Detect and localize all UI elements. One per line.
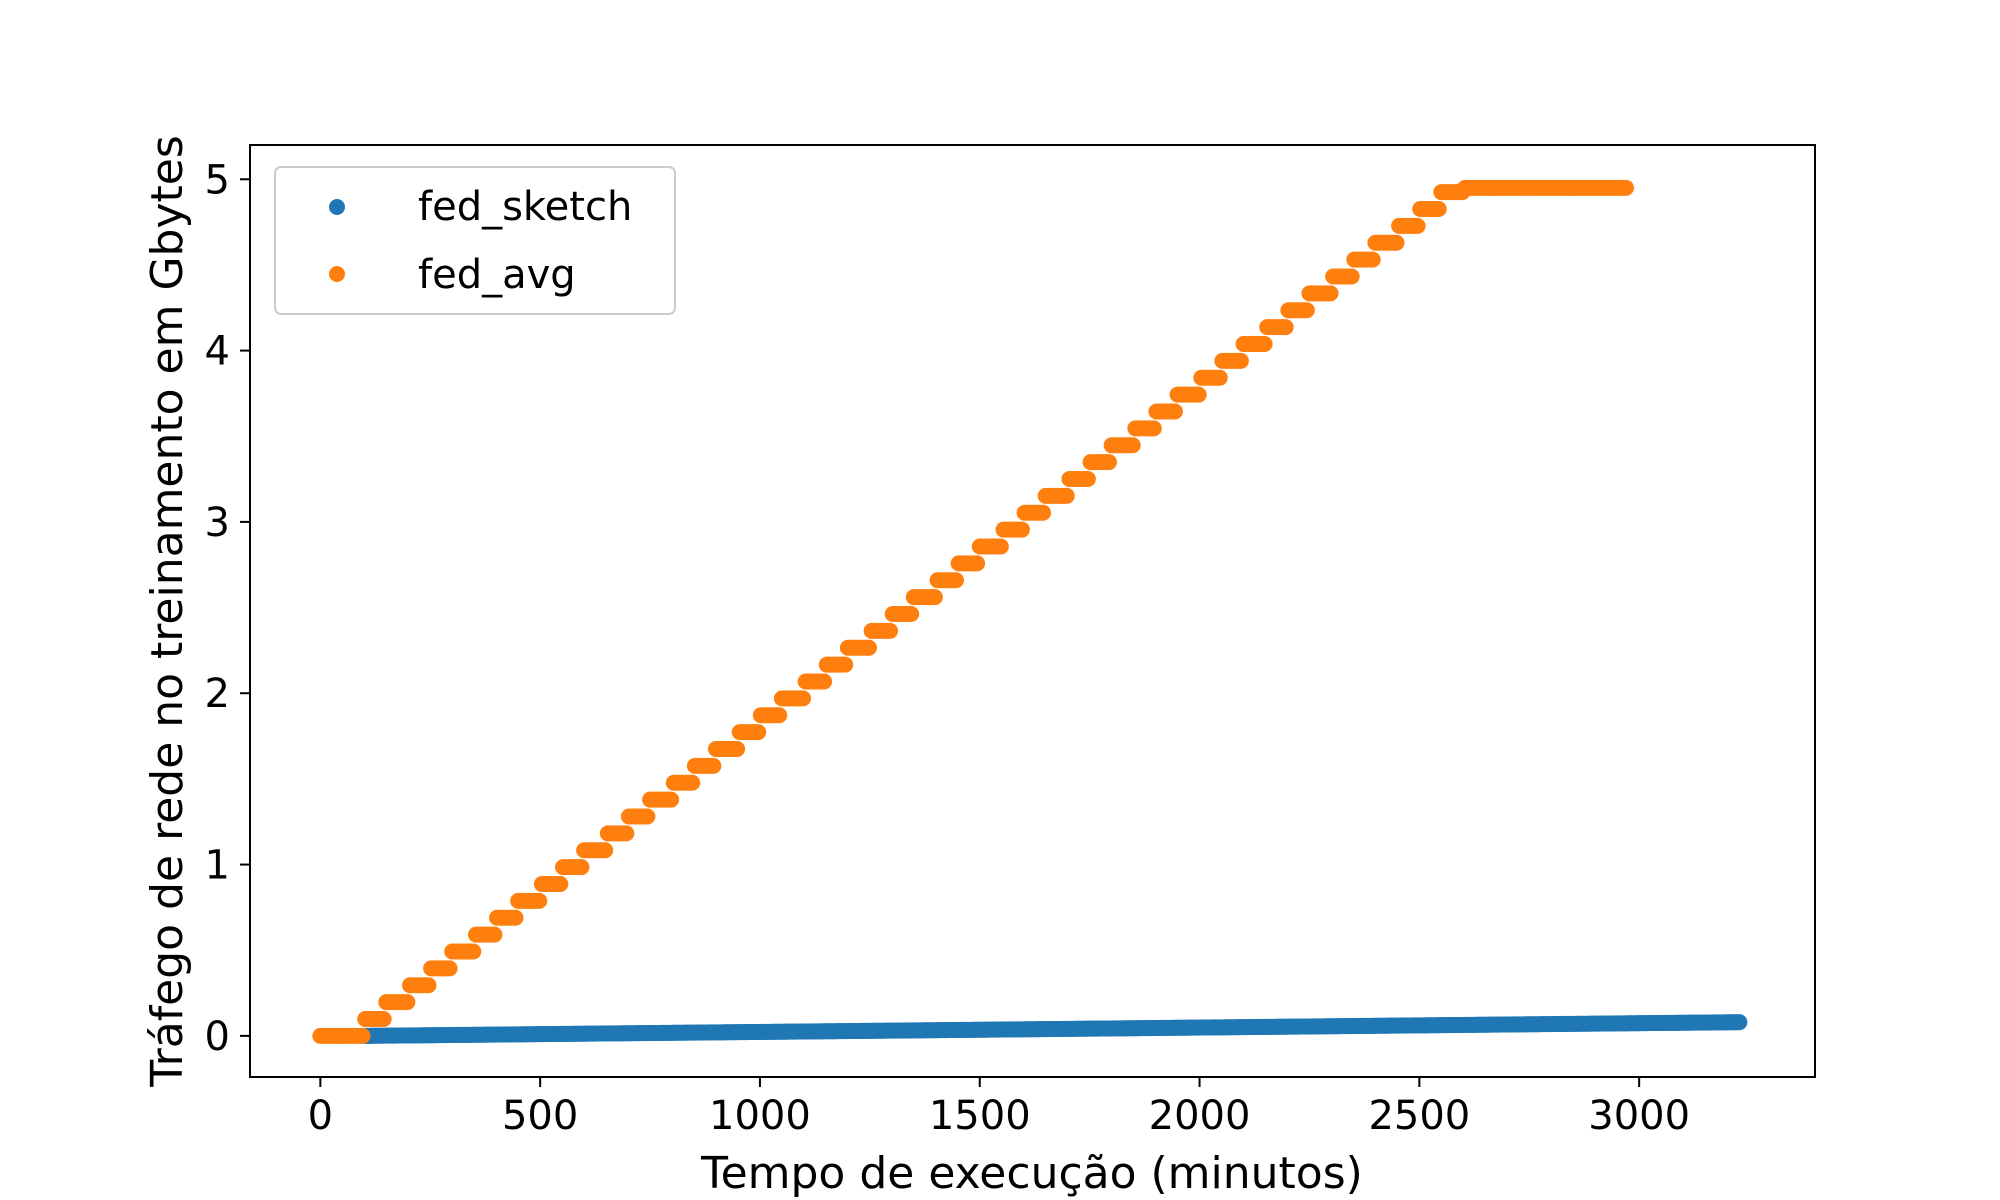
data-point <box>1322 285 1339 302</box>
data-point <box>816 673 833 690</box>
data-point <box>882 622 899 639</box>
data-point <box>573 859 590 876</box>
x-tick-label: 1000 <box>709 1093 811 1139</box>
y-tick-label: 4 <box>205 329 230 375</box>
data-point <box>486 926 503 943</box>
data-point <box>771 707 788 724</box>
legend-marker-fed-avg <box>329 266 345 282</box>
data-point <box>795 690 812 707</box>
data-point <box>837 656 854 673</box>
data-point <box>684 774 701 791</box>
series-fed-sketch <box>356 1014 1748 1044</box>
data-point <box>618 825 635 842</box>
data-point <box>465 943 482 960</box>
legend-box <box>274 166 676 315</box>
data-point <box>1388 234 1405 251</box>
data-point <box>441 960 458 977</box>
y-tick-label: 3 <box>205 500 230 546</box>
data-point <box>1409 217 1426 234</box>
y-tick-label: 0 <box>205 1014 230 1060</box>
x-tick-label: 3000 <box>1588 1093 1690 1139</box>
data-point <box>531 892 548 909</box>
data-point <box>750 724 767 741</box>
data-point <box>992 538 1009 555</box>
data-point <box>1232 352 1249 369</box>
legend: fed_sketch fed_avg <box>274 166 676 315</box>
data-point <box>1731 1014 1748 1031</box>
data-point <box>705 757 722 774</box>
y-axis: 0 1 2 3 4 5 <box>205 157 250 1060</box>
data-point <box>1277 319 1294 336</box>
x-tick-label: 500 <box>502 1093 578 1139</box>
data-point <box>1035 504 1052 521</box>
data-point <box>948 572 965 589</box>
y-axis-label: Tráfego de rede no treinamento em Gbytes <box>142 135 193 1088</box>
legend-label-fed-avg: fed_avg <box>418 252 576 298</box>
data-point <box>1166 403 1183 420</box>
series-layer <box>312 179 1748 1044</box>
x-axis: 0 500 1000 1500 2000 2500 3000 <box>308 1077 1690 1139</box>
data-point <box>1617 179 1634 196</box>
x-tick-label: 0 <box>308 1093 333 1139</box>
data-point <box>399 994 416 1011</box>
data-point <box>1190 386 1207 403</box>
data-point <box>1343 268 1360 285</box>
x-tick-label: 2000 <box>1149 1093 1251 1139</box>
data-point <box>1124 437 1141 454</box>
legend-label-fed-sketch: fed_sketch <box>418 184 632 230</box>
plot-frame <box>249 144 1816 1078</box>
data-point <box>926 589 943 606</box>
x-axis-label: Tempo de execução (minutos) <box>700 1148 1363 1199</box>
y-tick-label: 2 <box>205 671 230 717</box>
data-point <box>1430 200 1447 217</box>
data-point <box>1298 302 1315 319</box>
x-tick-label: 1500 <box>929 1093 1031 1139</box>
data-point <box>729 741 746 758</box>
data-point <box>375 1011 392 1028</box>
data-point <box>1058 487 1075 504</box>
data-point <box>1100 454 1117 471</box>
data-point <box>1013 521 1030 538</box>
data-point <box>969 555 986 572</box>
data-point <box>552 876 569 893</box>
data-point <box>1079 470 1096 487</box>
data-point <box>420 977 437 994</box>
data-point <box>1364 251 1381 268</box>
data-point <box>1211 369 1228 386</box>
y-tick-label: 1 <box>205 843 230 889</box>
y-tick-label: 5 <box>205 157 230 203</box>
data-point <box>639 808 656 825</box>
data-point <box>507 909 524 926</box>
data-point <box>597 842 614 859</box>
legend-marker-fed-sketch <box>329 199 345 215</box>
data-point <box>663 791 680 808</box>
data-point <box>1145 420 1162 437</box>
x-tick-label: 2500 <box>1368 1093 1470 1139</box>
data-point <box>1256 335 1273 352</box>
data-point <box>860 639 877 656</box>
data-point <box>903 605 920 622</box>
series-fed-avg <box>312 179 1634 1044</box>
data-point <box>354 1027 371 1044</box>
